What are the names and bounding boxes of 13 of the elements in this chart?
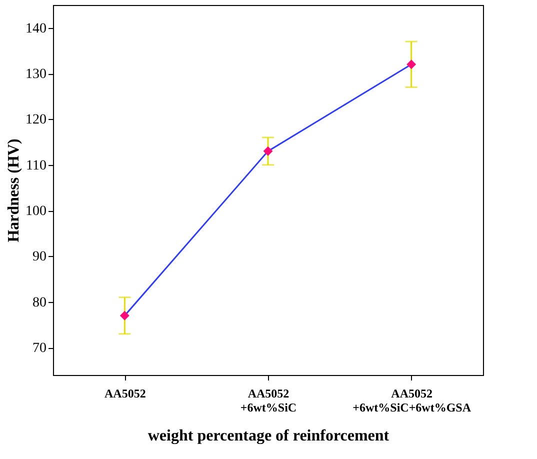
x-tick-label: AA5052 +6wt%SiC+6wt%GSA (352, 386, 472, 414)
y-tick-label: 140 (26, 21, 46, 36)
y-tick-label: 80 (32, 295, 46, 310)
y-axis-title: Hardness (HV) (6, 138, 22, 242)
x-tick-label: AA5052 (104, 386, 146, 400)
y-tick-label: 100 (26, 204, 46, 220)
y-tick-label: 110 (26, 158, 46, 174)
y-tick-label: 70 (32, 341, 46, 356)
y-tick-label: 90 (32, 250, 46, 265)
y-tick-label: 130 (26, 67, 46, 82)
y-tick-label: 120 (26, 112, 46, 128)
x-tick-label: AA5052 +6wt%SiC (240, 386, 297, 414)
x-axis-title: weight percentage of reinforcement (148, 428, 390, 444)
